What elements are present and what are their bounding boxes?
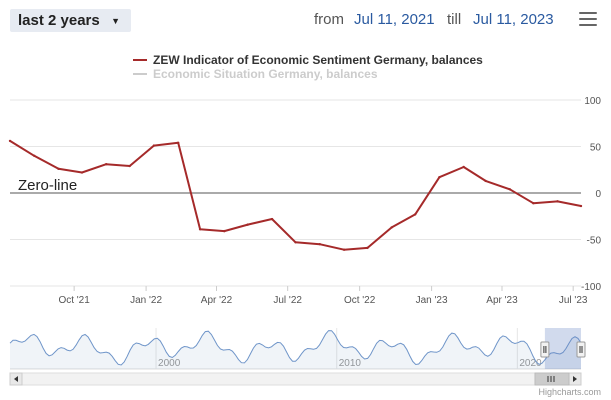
y-tick-label: 100 (584, 96, 601, 107)
legend: ZEW Indicator of Economic Sentiment Germ… (133, 53, 483, 81)
scroll-left-button[interactable] (9, 372, 23, 386)
from-date-input[interactable]: Jul 11, 2021 (354, 11, 435, 28)
scrollbar-thumb[interactable] (534, 372, 570, 386)
x-tick-label: Jan '23 (416, 295, 448, 306)
x-tick-label: Jul '22 (273, 295, 302, 306)
data-point[interactable] (318, 242, 321, 246)
scroll-right-button[interactable] (568, 372, 582, 386)
range-selector[interactable]: last 2 years ▼ (10, 9, 131, 32)
till-date-input[interactable]: Jul 11, 2023 (473, 11, 554, 28)
data-point[interactable] (484, 179, 487, 183)
navigator[interactable]: 2000 2010 2020 (9, 328, 586, 370)
data-point[interactable] (105, 162, 108, 166)
navigator-series (9, 330, 582, 366)
data-point[interactable] (342, 248, 346, 251)
series (8, 139, 583, 251)
zero-line-annotation: Zero-line (18, 177, 77, 194)
y-tick-label: -100 (581, 282, 601, 293)
data-point[interactable] (294, 241, 297, 244)
y-tick-label: -50 (587, 236, 602, 247)
data-point[interactable] (413, 213, 417, 216)
data-point[interactable] (57, 167, 60, 171)
navigator-tick-label: 2000 (158, 358, 181, 369)
arrow-left-icon (14, 376, 18, 382)
x-axis: Oct '21 Jan '22 Apr '22 Jul '22 Oct '22 Jan '… (58, 286, 588, 306)
series-line (9, 140, 582, 251)
navigator-handle-left[interactable] (540, 341, 550, 358)
dropdown-caret-icon: ▼ (111, 16, 120, 26)
data-point[interactable] (366, 246, 369, 250)
data-point[interactable] (438, 175, 441, 179)
x-tick-label: Apr '22 (201, 295, 233, 306)
data-point[interactable] (579, 204, 583, 208)
data-point[interactable] (223, 229, 226, 233)
range-selector-label: last 2 years (18, 12, 100, 29)
data-point[interactable] (390, 226, 393, 229)
x-tick-label: Jul '23 (559, 295, 588, 306)
data-point[interactable] (8, 139, 12, 143)
data-point[interactable] (270, 217, 274, 221)
arrow-right-icon (573, 376, 577, 382)
data-point[interactable] (176, 141, 180, 144)
data-point[interactable] (508, 188, 512, 191)
hamburger-menu-icon[interactable] (579, 12, 597, 28)
grid (10, 99, 581, 287)
navigator-handle-right[interactable] (576, 341, 586, 358)
y-axis: 100 50 0 -50 -100 (581, 96, 601, 293)
x-tick-label: Oct '22 (344, 295, 376, 306)
navigator-tick-label: 2020 (519, 358, 542, 369)
till-label: till (447, 11, 462, 28)
data-point[interactable] (246, 223, 249, 226)
x-tick-label: Jan '22 (130, 295, 162, 306)
navigator-tick-label: 2010 (339, 358, 362, 369)
data-point[interactable] (556, 200, 559, 203)
navigator-area (10, 330, 581, 369)
data-point[interactable] (152, 144, 156, 147)
y-tick-label: 50 (590, 143, 602, 154)
x-tick-label: Oct '21 (58, 295, 90, 306)
data-point[interactable] (80, 171, 84, 174)
navigator-selection[interactable] (544, 328, 581, 369)
scrollbar-grip-icon (547, 376, 555, 382)
data-point[interactable] (128, 164, 131, 168)
data-point[interactable] (462, 165, 465, 169)
scrollbar-track[interactable] (9, 372, 582, 386)
data-point[interactable] (532, 202, 535, 205)
y-tick-label: 0 (595, 189, 601, 200)
x-tick-label: Apr '23 (486, 295, 518, 306)
data-point[interactable] (33, 154, 36, 157)
data-point[interactable] (198, 228, 202, 231)
credit-link[interactable]: Highcharts.com (538, 387, 601, 397)
from-label: from (314, 11, 344, 28)
legend-item-1[interactable]: Economic Situation Germany, balances (153, 67, 378, 81)
legend-item-0[interactable]: ZEW Indicator of Economic Sentiment Germ… (153, 53, 483, 67)
